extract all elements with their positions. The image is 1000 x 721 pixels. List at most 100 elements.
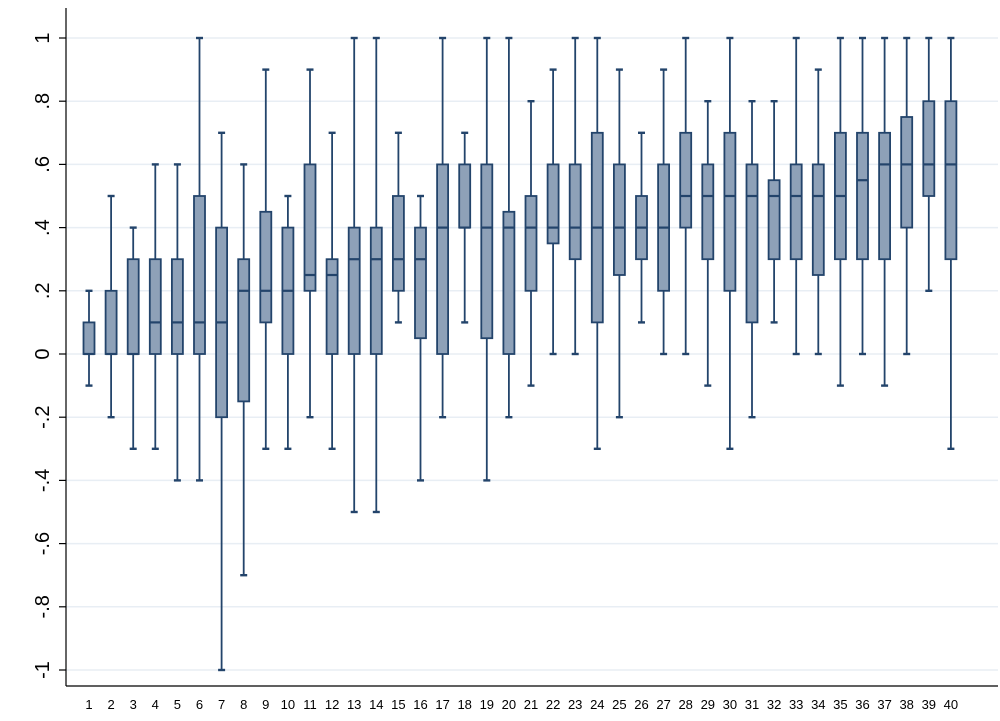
y-tick-label: -.8: [32, 595, 54, 618]
x-tick-label: 36: [855, 697, 869, 712]
x-tick-label: 6: [196, 697, 203, 712]
x-tick-label: 1: [85, 697, 92, 712]
y-tick-label: .6: [32, 156, 54, 173]
box-iqr: [789, 163, 803, 261]
box-group: [524, 99, 538, 387]
boxes: [82, 36, 958, 672]
box-group: [237, 163, 251, 577]
y-axis-ticks: 1 .8 .6 .4 .2 0 -.2 -.4 -.6 -.8 -1: [32, 32, 66, 679]
box-iqr: [126, 258, 140, 355]
box-iqr: [148, 258, 162, 355]
box-iqr: [723, 131, 737, 292]
x-tick-label: 37: [877, 697, 891, 712]
x-tick-label: 7: [218, 697, 225, 712]
box-group: [480, 36, 494, 482]
box-iqr: [82, 321, 96, 355]
box-group: [745, 99, 759, 419]
x-tick-label: 17: [435, 697, 449, 712]
box-group: [657, 68, 670, 356]
box-iqr: [193, 195, 206, 355]
box-iqr: [303, 163, 317, 292]
box-iqr: [524, 195, 538, 292]
box-group: [148, 163, 162, 450]
x-tick-label: 28: [678, 697, 692, 712]
y-tick-label: 0: [32, 348, 54, 359]
box-group: [414, 194, 427, 482]
box-iqr: [458, 163, 472, 229]
box-group: [679, 36, 693, 356]
box-group: [590, 36, 604, 450]
box-iqr: [767, 179, 781, 261]
box-iqr: [856, 131, 869, 261]
box-iqr: [259, 210, 273, 324]
x-tick-label: 14: [369, 697, 383, 712]
box-group: [325, 131, 339, 450]
box-iqr: [613, 163, 626, 276]
x-tick-label: 29: [701, 697, 715, 712]
box-group: [369, 36, 383, 514]
axes: [65, 8, 998, 687]
box-group: [170, 163, 184, 482]
box-iqr: [369, 226, 383, 355]
box-group: [347, 36, 361, 514]
x-tick-label: 22: [546, 697, 560, 712]
box-iqr: [546, 163, 560, 245]
box-group: [767, 99, 781, 324]
box-iqr: [922, 100, 936, 197]
x-tick-label: 34: [811, 697, 825, 712]
x-tick-label: 38: [899, 697, 913, 712]
box-iqr: [745, 163, 759, 324]
box-iqr: [325, 258, 339, 355]
box-iqr: [414, 226, 427, 340]
x-tick-label: 11: [303, 697, 317, 712]
y-tick-label: -1: [32, 661, 54, 679]
box-group: [436, 36, 450, 419]
box-iqr: [701, 163, 715, 261]
x-tick-label: 18: [457, 697, 471, 712]
x-tick-label: 8: [240, 697, 247, 712]
box-group: [126, 226, 140, 450]
box-group: [723, 36, 737, 450]
box-iqr: [480, 163, 494, 340]
box-group: [303, 68, 317, 419]
x-tick-label: 24: [590, 697, 604, 712]
box-group: [193, 36, 206, 482]
x-tick-label: 40: [944, 697, 958, 712]
x-tick-label: 32: [767, 697, 781, 712]
box-group: [922, 36, 936, 292]
box-group: [635, 131, 648, 324]
box-group: [789, 36, 803, 356]
y-tick-label: -.4: [32, 469, 54, 492]
box-iqr: [679, 131, 693, 229]
box-group: [391, 131, 405, 324]
y-tick-label: 1: [32, 32, 54, 43]
x-tick-label: 30: [723, 697, 737, 712]
box-group: [546, 68, 560, 356]
box-iqr: [391, 195, 405, 292]
x-tick-label: 33: [789, 697, 803, 712]
y-tick-label: .8: [32, 93, 54, 110]
box-group: [811, 68, 825, 356]
box-group: [613, 68, 626, 419]
x-tick-label: 16: [413, 697, 427, 712]
x-tick-label: 13: [347, 697, 361, 712]
x-tick-label: 12: [325, 697, 339, 712]
x-tick-label: 10: [281, 697, 295, 712]
box-iqr: [237, 258, 251, 403]
x-tick-label: 20: [502, 697, 516, 712]
x-tick-label: 31: [745, 697, 759, 712]
box-group: [944, 36, 958, 450]
box-group: [215, 131, 229, 672]
box-iqr: [104, 289, 118, 355]
x-tick-label: 3: [130, 697, 137, 712]
box-group: [458, 131, 472, 324]
box-group: [104, 194, 118, 419]
y-tick-label: .2: [32, 282, 54, 299]
box-group: [834, 36, 847, 387]
box-group: [259, 68, 273, 450]
x-axis-ticks: 1 2 3 4 5 6 7 8 9 10 11 12 13 14 15 16 17 18 19 20 21 22 23 24 2…: [85, 697, 958, 712]
x-tick-label: 4: [152, 697, 159, 712]
x-tick-label: 23: [568, 697, 582, 712]
